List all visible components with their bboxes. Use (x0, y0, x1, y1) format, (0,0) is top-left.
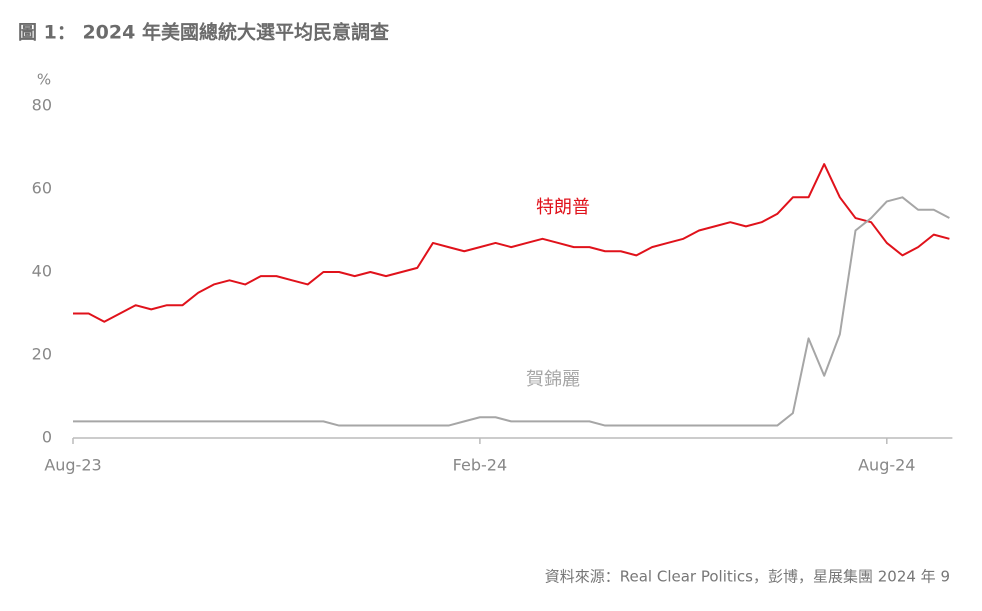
y-tick-label: 20 (32, 345, 52, 364)
y-tick-label: 40 (32, 262, 52, 281)
series-line (73, 196, 950, 427)
series-label: 特朗普 (536, 197, 590, 218)
source-note: 資料來源：Real Clear Politics，彭博，星展集團 2024 年 … (545, 568, 950, 586)
y-tick-label: 0 (42, 428, 52, 447)
series-label: 賀錦麗 (526, 369, 580, 390)
series-line (73, 163, 950, 323)
y-tick-label: 60 (32, 179, 52, 198)
x-tick-label: Aug-24 (858, 456, 915, 475)
x-tick-label: Aug-23 (44, 456, 101, 475)
y-unit: % (37, 71, 51, 89)
y-tick-label: 80 (32, 96, 52, 115)
x-tick-label: Feb-24 (453, 456, 507, 475)
chart-title: 圖 1： 2024 年美國總統大選平均民意調查 (18, 21, 390, 44)
